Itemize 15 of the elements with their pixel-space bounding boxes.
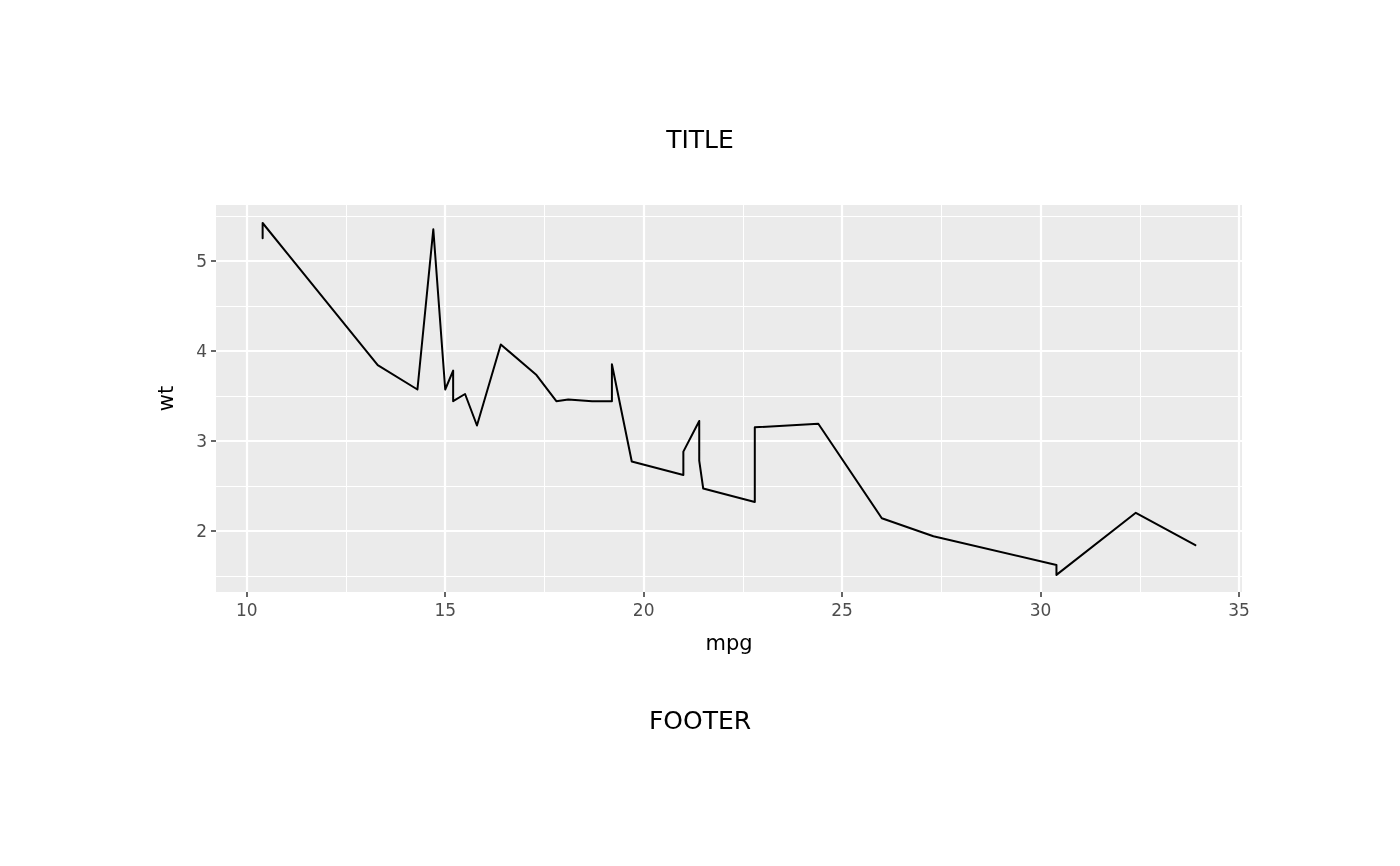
x-tick-label: 10 [235, 599, 258, 620]
y-tick-label: 3 [196, 430, 207, 451]
x-tick-label: 20 [632, 599, 655, 620]
x-tick-label: 15 [434, 599, 457, 620]
y-tick-label: 4 [196, 340, 207, 361]
text: FOOTER [648, 706, 752, 735]
x-tick-label: 25 [831, 599, 853, 620]
x-tick-label: 35 [1228, 599, 1250, 620]
line-series [261, 222, 1197, 576]
y-tick-label: 2 [196, 520, 207, 541]
x-tick-label: 30 [1029, 599, 1052, 620]
y-axis-title: wt [153, 385, 178, 412]
x-axis-title: mpg [705, 630, 753, 655]
chart-title: TITLE [665, 125, 734, 154]
y-tick-label: 5 [196, 250, 207, 271]
